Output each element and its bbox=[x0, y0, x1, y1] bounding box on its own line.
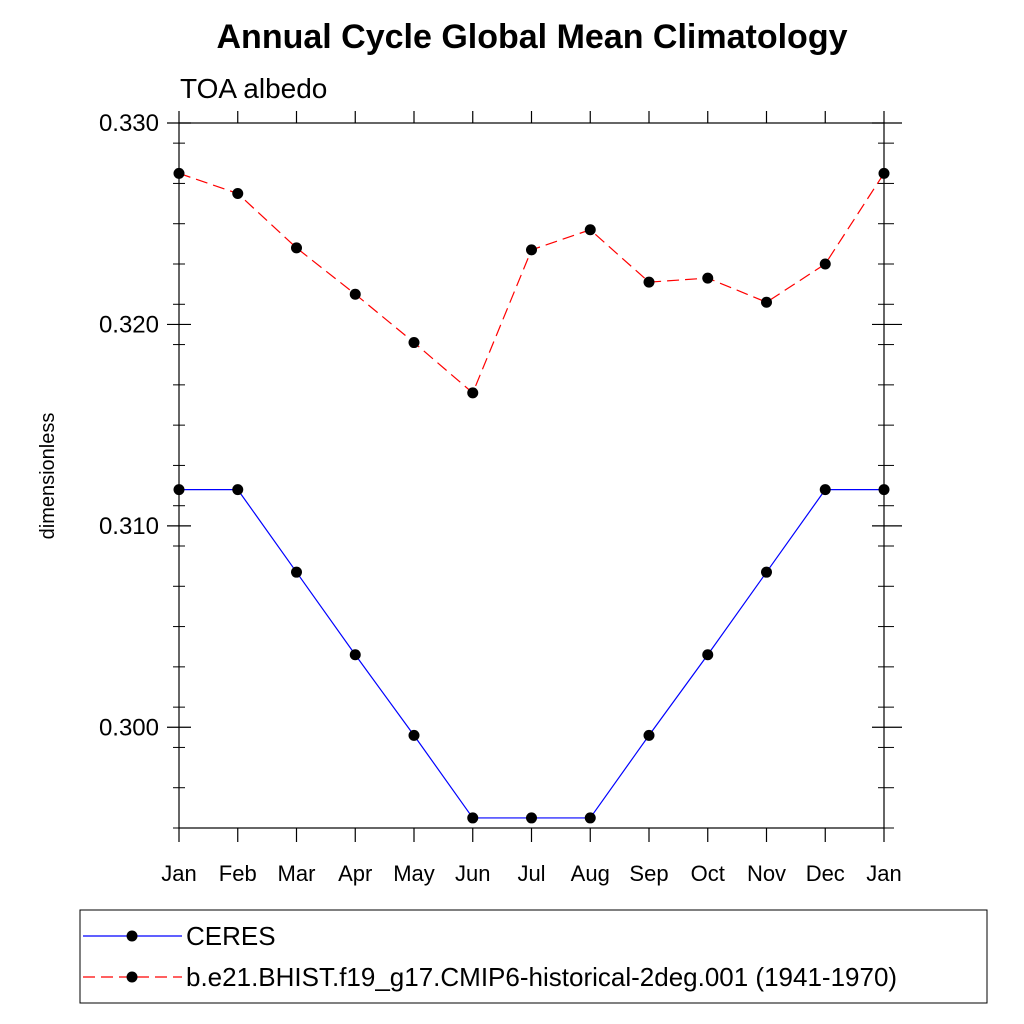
legend-marker-0 bbox=[126, 930, 138, 942]
series-point-1 bbox=[819, 258, 831, 270]
x-tick-label: Jan bbox=[866, 861, 901, 886]
series-point-0 bbox=[819, 484, 831, 496]
series-line-1 bbox=[178, 172, 885, 394]
legend-box bbox=[79, 909, 988, 1004]
y-tick-label: 0.310 bbox=[99, 513, 159, 540]
x-tick-label: Apr bbox=[338, 861, 372, 886]
y-tick-label: 0.330 bbox=[99, 110, 159, 137]
series-point-0 bbox=[702, 649, 714, 661]
series-point-0 bbox=[349, 649, 361, 661]
series-point-1 bbox=[643, 276, 655, 288]
x-tick-label: Feb bbox=[219, 861, 257, 886]
series-point-1 bbox=[232, 188, 244, 199]
x-tick-label: Jun bbox=[455, 861, 490, 886]
axes: 0.300 0.310 0.320 0.330 Jan Feb Mar Apr May Jun Ju… bbox=[99, 110, 902, 886]
plot-frame bbox=[178, 122, 885, 829]
series-point-1 bbox=[526, 244, 537, 256]
legend-label-1: b.e21.BHIST.f19_g17.CMIP6-historical-2de… bbox=[186, 962, 897, 992]
series-point-0 bbox=[291, 566, 302, 578]
series-point-1 bbox=[584, 224, 596, 236]
series-point-1 bbox=[878, 167, 890, 179]
legend-label-0: CERES bbox=[186, 921, 276, 951]
x-tick-label: Aug bbox=[571, 861, 610, 886]
series-point-0 bbox=[643, 729, 655, 741]
series-point-0 bbox=[761, 566, 772, 578]
series-point-1 bbox=[761, 296, 772, 308]
x-tick-label: Mar bbox=[278, 861, 316, 886]
x-tick-label: Dec bbox=[806, 861, 845, 886]
series-point-1 bbox=[408, 337, 420, 349]
legend-marker-1 bbox=[126, 971, 138, 983]
series-point-0 bbox=[526, 812, 537, 824]
series-point-0 bbox=[232, 484, 244, 496]
chart-subtitle: TOA albedo bbox=[180, 73, 327, 104]
x-tick-label: Jul bbox=[517, 861, 545, 886]
x-tick-label: May bbox=[393, 861, 435, 886]
series-point-1 bbox=[291, 242, 302, 254]
series-point-0 bbox=[878, 484, 890, 496]
series-point-1 bbox=[349, 288, 361, 300]
x-tick-label: Jan bbox=[161, 861, 196, 886]
legend: CERES b.e21.BHIST.f19_g17.CMIP6-historica… bbox=[83, 921, 897, 992]
series-point-0 bbox=[584, 812, 596, 824]
x-tick-label: Sep bbox=[629, 861, 668, 886]
y-tick-label: 0.300 bbox=[99, 714, 159, 741]
y-tick-label: 0.320 bbox=[99, 311, 159, 338]
x-tick-label: Oct bbox=[691, 861, 725, 886]
series-layer bbox=[173, 167, 890, 824]
series-point-1 bbox=[702, 272, 714, 284]
chart-title: Annual Cycle Global Mean Climatology bbox=[217, 18, 848, 56]
x-tick-label: Nov bbox=[747, 861, 786, 886]
y-axis-label: dimensionless bbox=[37, 413, 59, 540]
series-point-0 bbox=[467, 812, 479, 824]
series-line-0 bbox=[179, 489, 884, 819]
series-point-0 bbox=[173, 484, 185, 496]
series-point-1 bbox=[173, 167, 185, 179]
series-point-1 bbox=[467, 387, 479, 399]
series-point-0 bbox=[408, 729, 420, 741]
